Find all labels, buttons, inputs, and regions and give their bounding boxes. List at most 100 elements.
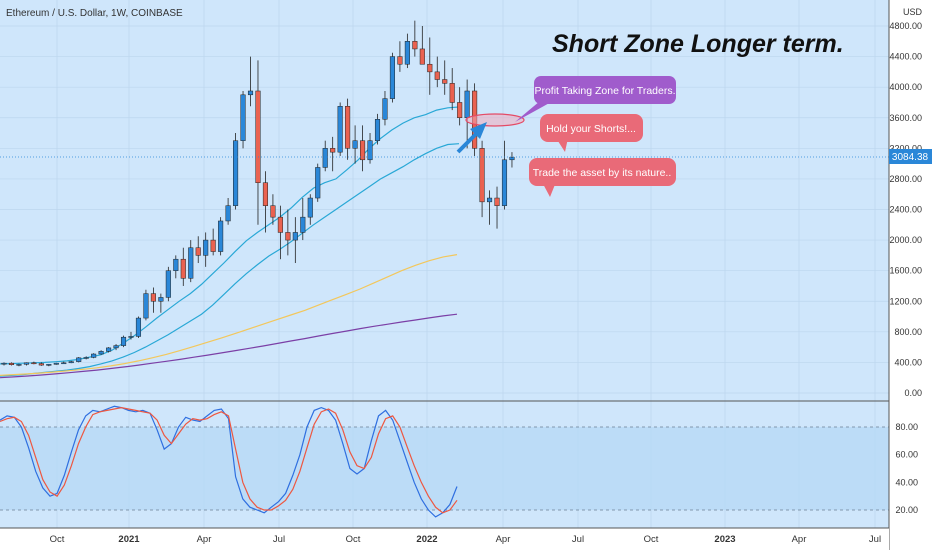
candle-body xyxy=(68,361,74,364)
price-tick-label: 400.00 xyxy=(894,357,922,367)
stochastic-lines xyxy=(0,405,458,518)
time-tick-label: Jul xyxy=(273,534,285,545)
candle-body xyxy=(300,216,306,233)
candle-body xyxy=(98,351,104,355)
candle-body xyxy=(8,362,15,365)
candle-body xyxy=(135,317,142,337)
stochastic-band xyxy=(0,426,889,511)
price-tick-label: 4800.00 xyxy=(889,21,922,31)
candle-body xyxy=(225,205,231,222)
candle-body xyxy=(487,197,493,203)
candle-body xyxy=(165,270,171,298)
stoch-tick-label: 20.00 xyxy=(895,505,918,515)
time-tick-label: 2023 xyxy=(714,534,735,545)
candle-body xyxy=(307,197,313,218)
price-tick-label: 4400.00 xyxy=(889,52,922,62)
candle-body xyxy=(23,362,29,365)
candle-body xyxy=(120,336,127,346)
price-tick-label: 2800.00 xyxy=(889,174,922,184)
candlestick-series xyxy=(1,20,515,367)
price-axis[interactable] xyxy=(889,0,932,550)
candle-body xyxy=(61,362,67,365)
candle-body xyxy=(76,357,82,362)
time-tick-label: Apr xyxy=(792,534,807,545)
time-axis-labels: Oct 2021 Apr Jul Oct 2022 Apr Jul Oct 2023 Apr Jul xyxy=(50,534,881,545)
candle-body xyxy=(277,216,283,233)
candle-body xyxy=(83,357,89,359)
trade-bubble[interactable]: Trade the asset by its nature.. xyxy=(529,158,676,197)
stoch-tick-label: 60.00 xyxy=(895,450,918,460)
candle-body xyxy=(397,56,403,65)
candle-body xyxy=(427,63,433,73)
up-arrow[interactable] xyxy=(456,122,487,154)
stochastic-line xyxy=(0,406,458,514)
time-tick-label: Oct xyxy=(346,534,361,545)
symbol-title[interactable]: Ethereum / U.S. Dollar, 1W, COINBASE xyxy=(6,8,183,19)
candle-body xyxy=(330,148,336,153)
time-tick-label: Oct xyxy=(50,534,65,545)
candle-body xyxy=(434,71,440,80)
stoch-tick-label: 40.00 xyxy=(895,477,918,487)
candle-body xyxy=(270,205,276,218)
time-axis[interactable] xyxy=(0,528,889,550)
candle-body xyxy=(113,345,119,349)
candle-body xyxy=(218,220,224,252)
currency-label: USD xyxy=(903,7,923,17)
price-tick-label: 4000.00 xyxy=(889,82,922,92)
candle-body xyxy=(195,247,201,256)
candle-body xyxy=(509,156,515,161)
candle-body xyxy=(412,41,418,50)
candle-body xyxy=(143,293,149,319)
candle-body xyxy=(442,79,448,84)
candle-body xyxy=(404,41,410,65)
price-tag: 3084.38 xyxy=(892,152,929,163)
time-tick-label: Oct xyxy=(644,534,659,545)
profit-zone-marker[interactable] xyxy=(465,113,525,127)
stoch-tick-label: 80.00 xyxy=(895,422,918,432)
moving-average-line xyxy=(0,313,458,379)
candle-body xyxy=(360,140,366,161)
candle-body xyxy=(255,90,261,183)
headline-annotation[interactable]: Short Zone Longer term. xyxy=(552,30,844,58)
time-tick-label: Jul xyxy=(572,534,584,545)
candle-body xyxy=(128,336,134,338)
profit-bubble[interactable]: Profit Taking Zone for Traders. xyxy=(515,76,676,122)
price-tick-label: 3200.00 xyxy=(889,143,922,153)
candle-body xyxy=(367,140,373,161)
profit-bubble-text: Profit Taking Zone for Traders. xyxy=(534,85,675,97)
time-tick-label: 2021 xyxy=(118,534,140,545)
candle-body xyxy=(315,167,321,199)
candle-body xyxy=(173,258,179,271)
candle-body xyxy=(106,347,112,352)
candle-body xyxy=(233,140,239,206)
candle-body xyxy=(150,293,156,302)
candle-body xyxy=(158,297,164,302)
candle-body xyxy=(389,56,395,99)
time-tick-label: Jul xyxy=(869,534,881,545)
price-tick-label: 2000.00 xyxy=(889,235,922,245)
candle-body xyxy=(180,258,186,279)
hold-bubble[interactable]: Hold your Shorts!... xyxy=(540,114,643,152)
candle-body xyxy=(31,362,37,365)
candle-body xyxy=(322,148,328,168)
price-tick-label: 1200.00 xyxy=(889,296,922,306)
candle-body xyxy=(240,94,246,141)
candle-body xyxy=(464,90,470,119)
candle-body xyxy=(345,106,351,149)
candle-body xyxy=(449,83,455,103)
candle-body xyxy=(16,364,22,366)
candle-body xyxy=(337,106,343,153)
time-tick-label: Apr xyxy=(496,534,511,545)
price-axis-labels: 4800.00 4400.00 4000.00 3600.00 3200.00 2800.… xyxy=(889,21,922,515)
price-tick-label: 3600.00 xyxy=(889,113,922,123)
price-tick-label: 2400.00 xyxy=(889,205,922,215)
candle-body xyxy=(382,98,388,120)
candle-body xyxy=(38,363,44,366)
price-tick-label: 0.00 xyxy=(904,388,922,398)
trade-bubble-text: Trade the asset by its nature.. xyxy=(533,167,672,179)
candle-body xyxy=(479,148,485,203)
candle-body xyxy=(501,159,508,206)
price-tick-label: 800.00 xyxy=(894,327,922,337)
candle-body xyxy=(53,362,59,365)
